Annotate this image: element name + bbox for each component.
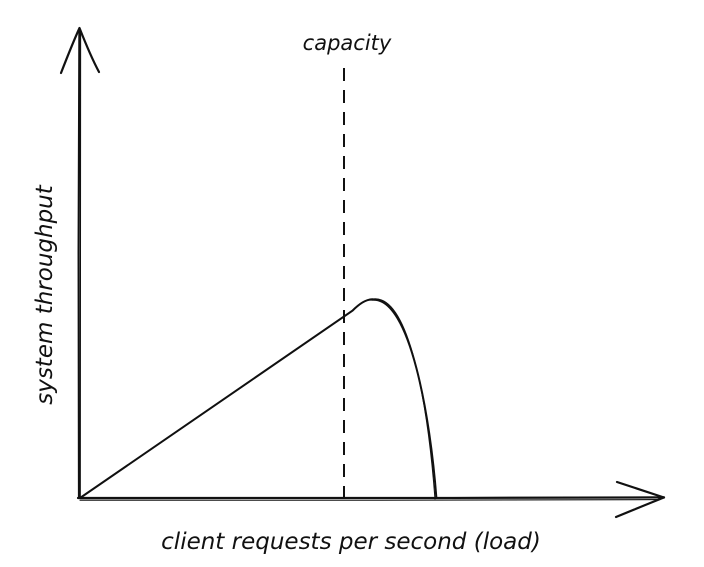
- capacity-marker: capacity: [303, 31, 392, 498]
- x-axis-line: [76, 496, 666, 500]
- x-axis-arrow-icon: [614, 480, 666, 519]
- y-axis-arrow-icon: [59, 26, 101, 75]
- capacity-label: capacity: [303, 31, 392, 55]
- throughput-curve-sketch: [79, 298, 436, 500]
- series-layer: [79, 298, 438, 500]
- x-axis-label: client requests per second (load): [161, 529, 541, 555]
- y-axis-line: [77, 28, 81, 500]
- y-axis: [59, 26, 101, 500]
- y-axis-label: system throughput: [32, 184, 58, 405]
- x-axis-line-sketch: [79, 499, 661, 501]
- throughput-curve: [79, 298, 438, 499]
- x-axis: [76, 480, 666, 519]
